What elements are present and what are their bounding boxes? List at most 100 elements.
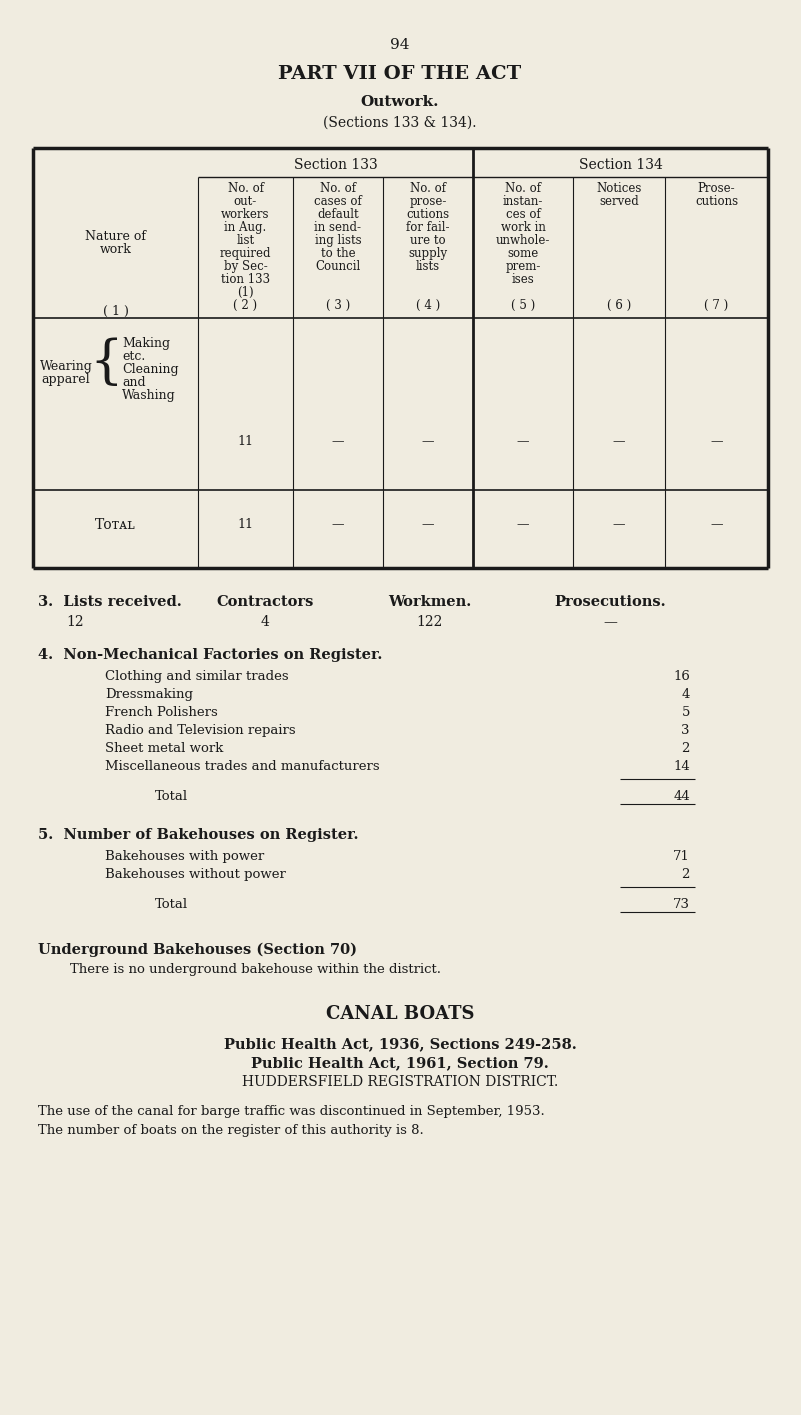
Text: 4.  Non-Mechanical Factories on Register.: 4. Non-Mechanical Factories on Register. xyxy=(38,648,382,662)
Text: Bakehouses with power: Bakehouses with power xyxy=(105,850,264,863)
Text: Prose-: Prose- xyxy=(698,183,735,195)
Text: HUDDERSFIELD REGISTRATION DISTRICT.: HUDDERSFIELD REGISTRATION DISTRICT. xyxy=(242,1075,558,1090)
Text: PART VII OF THE ACT: PART VII OF THE ACT xyxy=(279,65,521,83)
Text: Washing: Washing xyxy=(122,389,175,402)
Text: Public Health Act, 1961, Section 79.: Public Health Act, 1961, Section 79. xyxy=(252,1056,549,1070)
Text: ( 5 ): ( 5 ) xyxy=(511,299,535,311)
Text: Wearing: Wearing xyxy=(39,359,92,374)
Text: cases of: cases of xyxy=(314,195,362,208)
Text: workers: workers xyxy=(221,208,270,221)
Text: Cleaning: Cleaning xyxy=(122,364,179,376)
Text: —: — xyxy=(710,518,723,532)
Text: Section 133: Section 133 xyxy=(294,158,377,173)
Text: 94: 94 xyxy=(390,38,410,52)
Text: —: — xyxy=(422,434,434,449)
Text: —: — xyxy=(613,434,626,449)
Text: Public Health Act, 1936, Sections 249-258.: Public Health Act, 1936, Sections 249-25… xyxy=(223,1037,577,1051)
Text: Dressmaking: Dressmaking xyxy=(105,688,193,700)
Text: some: some xyxy=(507,248,538,260)
Text: 71: 71 xyxy=(673,850,690,863)
Text: prose-: prose- xyxy=(409,195,447,208)
Text: cutions: cutions xyxy=(406,208,449,221)
Text: There is no underground bakehouse within the district.: There is no underground bakehouse within… xyxy=(70,964,441,976)
Text: (1): (1) xyxy=(237,286,254,299)
Text: supply: supply xyxy=(409,248,448,260)
Text: ( 3 ): ( 3 ) xyxy=(326,299,350,311)
Text: The use of the canal for barge traffic was discontinued in September, 1953.: The use of the canal for barge traffic w… xyxy=(38,1105,545,1118)
Text: list: list xyxy=(236,233,255,248)
Text: default: default xyxy=(317,208,359,221)
Text: Tᴏᴛᴀʟ: Tᴏᴛᴀʟ xyxy=(95,518,136,532)
Text: Sheet metal work: Sheet metal work xyxy=(105,741,223,756)
Text: to the: to the xyxy=(320,248,356,260)
Text: 16: 16 xyxy=(673,669,690,683)
Text: ( 1 ): ( 1 ) xyxy=(103,306,128,318)
Text: Workmen.: Workmen. xyxy=(388,594,472,608)
Text: for fail-: for fail- xyxy=(406,221,449,233)
Text: Total: Total xyxy=(155,899,188,911)
Text: required: required xyxy=(219,248,272,260)
Text: tion 133: tion 133 xyxy=(221,273,270,286)
Text: —: — xyxy=(332,518,344,532)
Text: The number of boats on the register of this authority is 8.: The number of boats on the register of t… xyxy=(38,1124,424,1138)
Text: 3: 3 xyxy=(682,724,690,737)
Text: ces of: ces of xyxy=(505,208,541,221)
Text: Radio and Television repairs: Radio and Television repairs xyxy=(105,724,296,737)
Text: cutions: cutions xyxy=(695,195,738,208)
Text: Total: Total xyxy=(155,790,188,802)
Text: —: — xyxy=(517,434,529,449)
Text: prem-: prem- xyxy=(505,260,541,273)
Text: etc.: etc. xyxy=(122,350,145,364)
Text: 12: 12 xyxy=(66,616,84,630)
Text: Section 134: Section 134 xyxy=(578,158,662,173)
Text: Miscellaneous trades and manufacturers: Miscellaneous trades and manufacturers xyxy=(105,760,380,773)
Text: 2: 2 xyxy=(682,741,690,756)
Text: —: — xyxy=(517,518,529,532)
Text: unwhole-: unwhole- xyxy=(496,233,550,248)
Text: Nature of: Nature of xyxy=(85,231,146,243)
Text: 14: 14 xyxy=(674,760,690,773)
Text: in Aug.: in Aug. xyxy=(224,221,267,233)
Text: 5.  Number of Bakehouses on Register.: 5. Number of Bakehouses on Register. xyxy=(38,828,359,842)
Text: French Polishers: French Polishers xyxy=(105,706,218,719)
Text: ( 6 ): ( 6 ) xyxy=(607,299,631,311)
Text: Contractors: Contractors xyxy=(216,594,314,608)
Text: lists: lists xyxy=(416,260,440,273)
Text: served: served xyxy=(599,195,639,208)
Text: out-: out- xyxy=(234,195,257,208)
Text: ing lists: ing lists xyxy=(315,233,361,248)
Text: Prosecutions.: Prosecutions. xyxy=(554,594,666,608)
Text: {: { xyxy=(89,337,123,388)
Text: ( 2 ): ( 2 ) xyxy=(233,299,258,311)
Text: and: and xyxy=(122,376,146,389)
Text: 44: 44 xyxy=(674,790,690,802)
Text: instan-: instan- xyxy=(503,195,543,208)
Text: apparel: apparel xyxy=(42,374,91,386)
Text: Council: Council xyxy=(316,260,360,273)
Text: 5: 5 xyxy=(682,706,690,719)
Text: —: — xyxy=(332,434,344,449)
Text: work: work xyxy=(99,243,131,256)
Text: —: — xyxy=(613,518,626,532)
Text: 73: 73 xyxy=(673,899,690,911)
Text: —: — xyxy=(422,518,434,532)
Text: 2: 2 xyxy=(682,867,690,882)
Text: Outwork.: Outwork. xyxy=(360,95,439,109)
Text: ure to: ure to xyxy=(410,233,446,248)
Text: 122: 122 xyxy=(417,616,443,630)
Text: Notices: Notices xyxy=(596,183,642,195)
Text: Clothing and similar trades: Clothing and similar trades xyxy=(105,669,288,683)
Text: —: — xyxy=(710,434,723,449)
Text: No. of: No. of xyxy=(227,183,264,195)
Text: ises: ises xyxy=(512,273,534,286)
Text: Making: Making xyxy=(122,337,170,350)
Text: No. of: No. of xyxy=(505,183,541,195)
Text: 11: 11 xyxy=(238,518,253,532)
Text: by Sec-: by Sec- xyxy=(223,260,268,273)
Text: Bakehouses without power: Bakehouses without power xyxy=(105,867,286,882)
Text: —: — xyxy=(603,616,617,630)
Text: CANAL BOATS: CANAL BOATS xyxy=(326,1005,474,1023)
Text: No. of: No. of xyxy=(320,183,356,195)
Text: 11: 11 xyxy=(238,434,253,449)
Text: in send-: in send- xyxy=(315,221,361,233)
